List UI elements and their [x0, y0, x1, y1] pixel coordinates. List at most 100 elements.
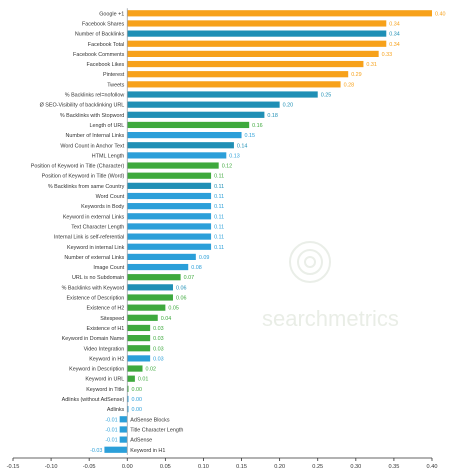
- bar-category-label: Existence of H1: [87, 326, 125, 332]
- bar-category-label: Word Count: [96, 194, 125, 200]
- bar-category-label: Pinterest: [103, 72, 125, 78]
- bar: [127, 263, 189, 271]
- bar-row: Number of Internal Links 0.15: [66, 132, 255, 139]
- bar-category-label: % Backlinks from same Country: [48, 184, 125, 190]
- bar-row: Keyword in internal Link 0.11: [67, 243, 224, 251]
- bar: [127, 324, 151, 332]
- bar: [127, 203, 212, 210]
- bar: [127, 314, 158, 321]
- bar-row: % Backlinks rel=nofollow 0.25: [65, 91, 331, 99]
- bar-row: Keyword in external Links 0.11: [63, 213, 224, 220]
- bar-row: Position of Keyword in Title (Character)…: [31, 162, 233, 170]
- bar-category-label: Number of Internal Links: [66, 133, 125, 139]
- bar-row: URL is no Subdomain 0.07: [72, 274, 194, 281]
- bar-value-label: 0.12: [222, 164, 233, 170]
- bar-row: Text Character Length 0.11: [71, 223, 224, 230]
- x-tick-label: 0.20: [274, 464, 285, 470]
- bar: [127, 121, 250, 129]
- bar-value-label: 0.02: [146, 367, 157, 373]
- bar-value-label: 0.11: [214, 224, 224, 230]
- bar-row: HTML Length 0.13: [92, 152, 240, 159]
- bar-category-label: Keyword in H2: [89, 356, 124, 362]
- bar-value-label: 0.34: [389, 32, 400, 38]
- bar-value-label: 0.11: [214, 204, 224, 210]
- x-tick-label: -0.10: [45, 464, 58, 470]
- bar-value-label: 0.11: [214, 174, 224, 180]
- x-tick-label: 0.25: [312, 464, 323, 470]
- bar-row: AdSense -0.01: [105, 436, 152, 444]
- bar-category-label: Facebook Total: [88, 42, 124, 48]
- x-tick-label: -0.05: [83, 464, 96, 470]
- bar: [127, 365, 143, 372]
- bar-value-label: 0.06: [176, 285, 187, 291]
- bar-value-label: 0.33: [382, 52, 393, 58]
- bar-category-label: Keywords in Body: [81, 204, 124, 210]
- bar-value-label: 0.40: [435, 11, 446, 17]
- bar-row: AdSense Blocks -0.01: [105, 416, 170, 423]
- bar-value-label: 0.00: [131, 407, 142, 413]
- bar: [119, 426, 128, 433]
- bar-value-label: 0.20: [283, 103, 294, 109]
- bar-category-label: Keyword in Description: [69, 367, 124, 373]
- bar-row: Title Character Length -0.01: [105, 426, 183, 433]
- bar-category-label: AdSense Blocks: [130, 417, 170, 423]
- bar-category-label: Ø SEO-Visibility of backlinking URL: [40, 103, 125, 109]
- bar-row: Tweets 0.28: [107, 81, 354, 88]
- bar-row: Keyword in H2 0.03: [89, 355, 164, 362]
- bar-row: Length of URL 0.16: [90, 121, 263, 129]
- bar-value-label: 0.03: [153, 326, 164, 332]
- bar: [127, 223, 212, 230]
- bar-row: Pinterest 0.29: [103, 71, 362, 78]
- bar: [127, 284, 173, 291]
- bar: [127, 345, 151, 352]
- bar-row: % Backlinks with Keyword 0.06: [62, 284, 187, 291]
- bar-row: Google +1 0.40: [99, 10, 446, 17]
- searchmetrics-watermark: searchmetrics: [262, 306, 399, 331]
- bar-value-label: 0.03: [153, 336, 164, 342]
- bar-category-label: Tweets: [107, 82, 124, 88]
- bar-value-label: -0.01: [105, 427, 117, 433]
- bar-value-label: 0.14: [237, 143, 248, 149]
- bar-category-label: Keyword in external Links: [63, 214, 125, 220]
- bar: [127, 10, 432, 17]
- bar: [127, 152, 227, 159]
- x-tick-label: 0.40: [427, 464, 438, 470]
- bar-value-label: 0.11: [214, 235, 224, 241]
- bar-value-label: 0.34: [389, 42, 400, 48]
- bar-category-label: Keyword in URL: [85, 377, 124, 383]
- bar: [127, 30, 387, 37]
- bar-value-label: 0.16: [252, 123, 263, 129]
- bar-category-label: Adlinks (without AdSense): [62, 397, 125, 403]
- bar: [127, 40, 387, 47]
- bar: [127, 81, 341, 88]
- bar: [127, 406, 129, 413]
- bar-row: Video Integration 0.03: [84, 345, 164, 352]
- searchmetrics-logo: searchmetrics: [262, 241, 399, 331]
- bar-row: Word Count 0.11: [96, 192, 224, 200]
- x-tick-label: 0.00: [122, 464, 133, 470]
- bar-value-label: 0.13: [229, 153, 240, 159]
- bar-category-label: Position of Keyword in Title (Word): [42, 174, 125, 180]
- bar-row: Keyword in H1 -0.03: [90, 446, 165, 454]
- bar-row: Existence of H2 0.05: [87, 304, 179, 312]
- bar-row: Ø SEO-Visibility of backlinking URL 0.20: [40, 101, 294, 109]
- bar: [127, 50, 379, 57]
- bar-category-label: Adlinks: [107, 407, 125, 413]
- bar: [104, 446, 128, 453]
- bar: [127, 71, 349, 78]
- bar-category-label: Facebook Likes: [87, 62, 125, 68]
- bar-row: Facebook Total 0.34: [88, 40, 400, 48]
- bar-category-label: Text Character Length: [71, 224, 124, 230]
- x-tick-label: 0.10: [198, 464, 209, 470]
- bar: [127, 132, 242, 139]
- bar-value-label: 0.09: [199, 255, 210, 261]
- bar: [127, 243, 212, 250]
- bar-value-label: 0.31: [366, 62, 377, 68]
- searchmetrics-logo-mark: [289, 241, 331, 283]
- bar-value-label: 0.11: [214, 214, 224, 220]
- bar-category-label: Number of external Links: [64, 255, 124, 261]
- bar: [127, 182, 212, 189]
- bar-category-label: HTML Length: [92, 153, 124, 159]
- bar-row: Keyword in Domain Name 0.03: [62, 335, 164, 342]
